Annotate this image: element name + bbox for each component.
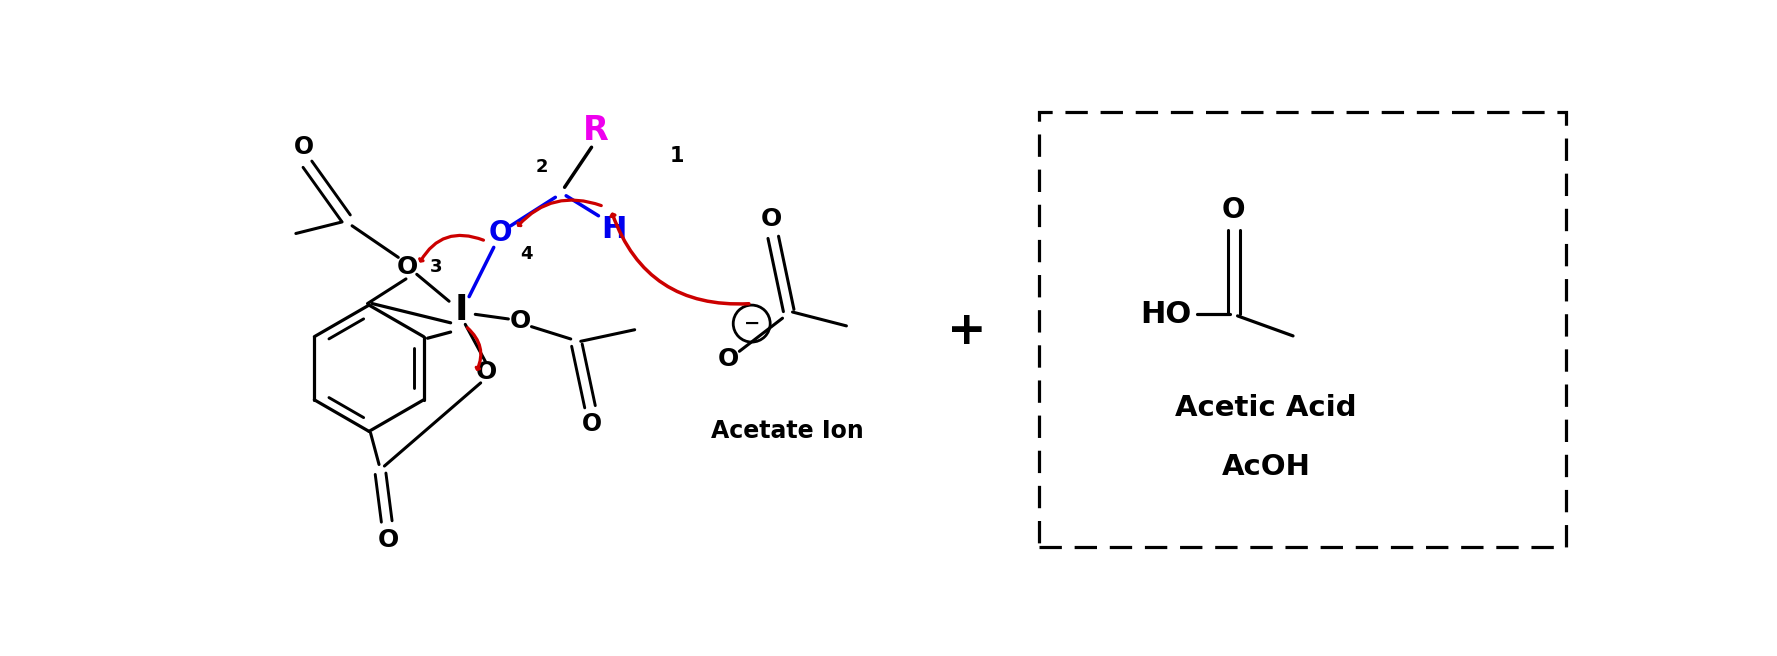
Text: R: R <box>583 113 610 147</box>
Text: −: − <box>743 314 761 333</box>
Text: Acetate Ion: Acetate Ion <box>711 419 864 443</box>
Text: Acetic Acid: Acetic Acid <box>1175 394 1358 422</box>
Text: I: I <box>455 293 467 327</box>
Text: 4: 4 <box>521 245 533 263</box>
Bar <box>1040 112 1566 547</box>
Text: +: + <box>947 309 986 354</box>
Text: AcOH: AcOH <box>1221 453 1310 481</box>
Text: 1: 1 <box>670 146 684 167</box>
Text: O: O <box>510 308 531 333</box>
Text: O: O <box>581 412 602 436</box>
Text: O: O <box>489 220 512 247</box>
Text: H: H <box>601 215 627 244</box>
Text: HO: HO <box>1141 300 1192 329</box>
Text: O: O <box>1223 195 1246 224</box>
Text: O: O <box>476 360 498 384</box>
Text: O: O <box>396 255 418 279</box>
Text: 2: 2 <box>537 157 549 176</box>
Text: O: O <box>293 135 313 159</box>
Text: O: O <box>379 528 398 552</box>
Text: O: O <box>718 347 739 371</box>
Text: O: O <box>761 207 782 231</box>
Text: 3: 3 <box>430 258 442 276</box>
